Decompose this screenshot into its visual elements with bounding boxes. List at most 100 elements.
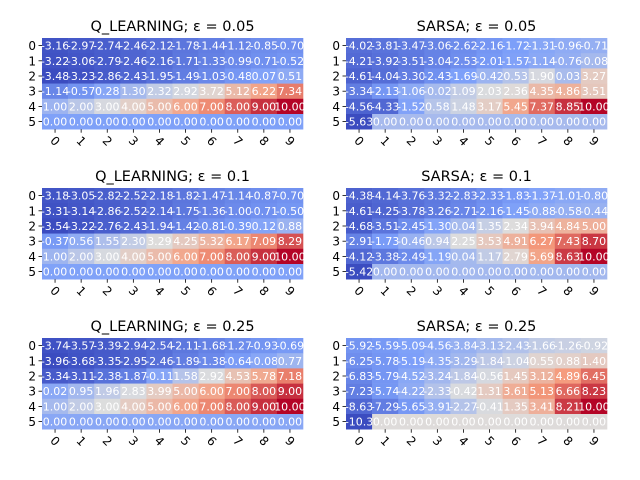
cell-value-label: 1.90 [530, 70, 555, 83]
cell-value-label: -2.33 [475, 190, 503, 203]
cell-value-label: 7.37 [530, 100, 555, 113]
cell-value-label: 3.00 [95, 250, 120, 263]
heatmap-cell [450, 53, 477, 69]
heatmap-panel-3: SARSA; ε = 0.1-4.38-4.14-3.76-3.32-2.83-… [332, 169, 609, 299]
cell-value-label: 5.78 [252, 370, 277, 383]
cell-value-label: -3.30 [397, 70, 425, 83]
cell-value-label: -2.82 [93, 190, 121, 203]
heatmap-cell [398, 114, 425, 130]
cell-value-label: 5.00 [582, 220, 607, 233]
cell-value-label: 0.51 [278, 70, 303, 83]
heatmap-cell [580, 398, 608, 415]
x-tick-label: 2 [100, 134, 115, 149]
cell-value-label: 3.00 [95, 400, 120, 413]
heatmap-cell [528, 338, 556, 354]
heatmap-cell [276, 114, 304, 130]
x-tick-label: 7 [230, 434, 245, 449]
heatmap-cell [346, 353, 373, 369]
cell-value-label: -4.61 [345, 205, 373, 218]
cell-value-label: 1.09 [451, 85, 476, 98]
cell-value-label: -3.24 [423, 370, 451, 383]
heatmap-cell [68, 338, 95, 354]
heatmap-cell [424, 188, 451, 204]
heatmap-cell [372, 398, 399, 415]
heatmap-cell [224, 414, 252, 430]
heatmap-cell [476, 203, 503, 219]
x-tick-label: 9 [282, 434, 297, 449]
heatmap-panel-4: Q_LEARNING; ε = 0.25 -3.74-3.57-3.39-2.94… [28, 319, 305, 449]
heatmap-cell [346, 203, 373, 219]
heatmap-cell [94, 353, 121, 369]
heatmap-cell [224, 203, 252, 219]
cell-value-label: -0.85 [250, 40, 278, 53]
cell-value-label: 9.00 [278, 385, 303, 398]
cell-value-label: 10.00 [274, 400, 306, 413]
heatmap-cell [172, 218, 199, 234]
heatmap-cell [198, 248, 225, 265]
heatmap-title: Q_LEARNING; ε = 0.05 [90, 19, 254, 35]
cell-value-label: -1.26 [554, 340, 582, 353]
cell-value-label: 2.32 [147, 85, 172, 98]
cell-value-label: -6.25 [345, 355, 373, 368]
heatmap-cell [424, 53, 451, 69]
cell-value-label: -3.57 [67, 340, 95, 353]
heatmap-cell [346, 98, 373, 115]
heatmap-cell [554, 338, 582, 354]
x-tick-label: 7 [230, 134, 245, 149]
cell-value-label: 8.00 [226, 400, 251, 413]
cell-value-label: 0.56 [69, 235, 94, 248]
cell-value-label: 4.89 [556, 370, 581, 383]
heatmap-cell [42, 414, 69, 430]
heatmap-cell [120, 248, 147, 265]
y-tick-label: 3 [28, 385, 36, 399]
cell-value-label: -1.87 [119, 370, 147, 383]
cell-value-label: -1.82 [171, 190, 199, 203]
cell-value-label: -1.38 [197, 355, 225, 368]
heatmap-cell [250, 368, 278, 384]
heatmap-cell [528, 98, 556, 115]
cell-value-label: -4.52 [397, 370, 425, 383]
heatmap-cell [398, 414, 425, 430]
cell-value-label: -3.35 [93, 355, 121, 368]
x-tick-label: 9 [282, 134, 297, 149]
x-tick-label: 4 [152, 434, 167, 449]
heatmap-cell [198, 38, 225, 54]
cell-value-label: -3.92 [371, 55, 399, 68]
x-tick-label: 9 [586, 284, 601, 299]
heatmap-cell [528, 233, 556, 250]
heatmap-cell [120, 398, 147, 415]
cell-value-label: -2.43 [119, 70, 147, 83]
heatmap-cell [250, 53, 278, 69]
cell-value-label: 0.95 [69, 385, 94, 398]
cell-value-label: 0.00 [425, 266, 450, 279]
heatmap-cell [346, 414, 373, 430]
cell-value-label: -2.97 [67, 40, 95, 53]
cell-value-label: 4.53 [226, 370, 251, 383]
cell-value-label: 0.00 [477, 116, 502, 129]
y-tick-label: 4 [332, 100, 340, 114]
cell-value-label: -3.32 [423, 190, 451, 203]
heatmap-cell [276, 383, 304, 400]
heatmap-cell [372, 383, 399, 400]
heatmap-cell [120, 414, 147, 430]
heatmap-cell [450, 353, 477, 369]
heatmap-cell [450, 218, 477, 234]
cell-value-label: 4.00 [121, 250, 146, 263]
cell-value-label: -3.26 [423, 205, 451, 218]
cell-value-label: -0.57 [67, 85, 95, 98]
heatmap-cell [450, 68, 477, 84]
cell-value-label: -2.49 [397, 250, 425, 263]
heatmap-cell [502, 83, 529, 100]
cell-value-label: -3.96 [41, 355, 69, 368]
heatmap-cell [42, 353, 69, 369]
cell-value-label: 0.00 [95, 116, 120, 129]
heatmap-cell [172, 338, 199, 354]
cell-value-label: -4.12 [345, 250, 373, 263]
cell-value-label: 0.00 [451, 266, 476, 279]
x-tick-label: 1 [377, 434, 392, 449]
heatmap-cell [450, 248, 477, 265]
heatmap-cell [94, 233, 121, 250]
cell-value-label: 0.00 [43, 266, 68, 279]
heatmap-cell [68, 368, 95, 384]
heatmap-cell [224, 114, 252, 130]
